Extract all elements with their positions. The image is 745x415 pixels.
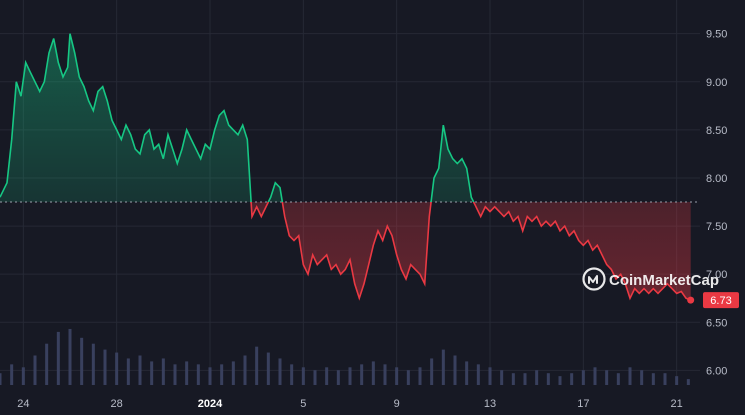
volume-bar	[266, 352, 270, 385]
volume-bar	[651, 373, 655, 385]
volume-bar	[605, 370, 609, 385]
volume-bar	[570, 373, 574, 385]
volume-bar	[511, 373, 515, 385]
volume-bar	[663, 373, 667, 385]
coinmarketcap-logo-icon	[582, 267, 606, 291]
volume-bar	[173, 364, 177, 385]
volume-bar	[115, 352, 119, 385]
x-tick-label: 9	[394, 398, 400, 410]
x-tick-label: 24	[17, 398, 29, 410]
volume-bar	[103, 349, 107, 385]
volume-bar	[91, 343, 95, 385]
volume-bar	[313, 370, 317, 385]
volume-bar	[395, 367, 399, 385]
volume-bar	[418, 367, 422, 385]
current-price-label: 6.73	[710, 295, 731, 307]
y-tick-label: 8.00	[706, 173, 727, 185]
volume-bar	[301, 367, 305, 385]
y-tick-label: 6.00	[706, 365, 727, 377]
volume-bar	[336, 370, 340, 385]
price-areas	[0, 33, 691, 301]
watermark-text: CoinMarketCap	[609, 272, 719, 289]
volume-bar	[161, 358, 165, 385]
volume-bar	[406, 370, 410, 385]
volume-bar	[220, 364, 224, 385]
volume-bar	[138, 355, 142, 385]
volume-bar	[640, 370, 644, 385]
volume-bar	[80, 337, 84, 385]
current-price-tag-background	[703, 292, 739, 309]
price-line-up	[0, 33, 475, 203]
area-below-baseline	[251, 202, 691, 301]
x-tick-label: 17	[577, 398, 589, 410]
volume-bar	[33, 355, 37, 385]
volume-bar	[500, 370, 504, 385]
y-tick-label: 7.00	[706, 269, 727, 281]
volume-bar	[150, 361, 154, 385]
watermark: CoinMarketCap	[582, 267, 719, 291]
volume-bar	[558, 376, 562, 385]
y-axis: 9.50 9.00 8.50 8.00 7.50 7.00 6.50 6.00	[706, 29, 727, 378]
volume-bar	[45, 343, 49, 385]
volume-bar	[476, 364, 480, 385]
x-axis: 24 28 2024 5 9 13 17 21	[17, 398, 683, 410]
volume-bar	[196, 364, 200, 385]
volume-bar	[348, 367, 352, 385]
volume-bar	[535, 370, 539, 385]
volume-bar	[430, 358, 434, 385]
volume-bar	[278, 358, 282, 385]
x-tick-label: 13	[484, 398, 496, 410]
volume-bar	[10, 364, 14, 385]
area-above-baseline	[0, 33, 691, 203]
x-tick-label: 28	[111, 398, 123, 410]
volume-bar	[325, 367, 329, 385]
price-lines	[0, 33, 692, 301]
volume-bars	[0, 328, 690, 385]
volume-bar	[523, 373, 527, 385]
volume-bar	[290, 364, 294, 385]
volume-bar	[371, 361, 375, 385]
volume-bar	[593, 367, 597, 385]
volume-bar	[255, 346, 259, 385]
volume-bar	[126, 358, 130, 385]
volume-bar	[383, 364, 387, 385]
volume-bar	[616, 373, 620, 385]
volume-bar	[185, 361, 189, 385]
y-tick-label: 9.00	[706, 77, 727, 89]
volume-bar	[360, 364, 364, 385]
volume-bar	[68, 328, 72, 385]
volume-bar	[231, 361, 235, 385]
volume-bar	[628, 367, 632, 385]
volume-bar	[546, 373, 550, 385]
price-line-down	[250, 202, 692, 301]
volume-bar	[488, 367, 492, 385]
volume-bar	[465, 361, 469, 385]
y-tick-label: 6.50	[706, 317, 727, 329]
current-price-tag: 6.73	[703, 292, 739, 309]
volume-bar	[675, 376, 679, 385]
x-tick-label: 2024	[198, 398, 223, 410]
x-tick-label: 5	[300, 398, 306, 410]
volume-bar	[581, 370, 585, 385]
y-tick-label: 8.50	[706, 125, 727, 137]
y-tick-label: 7.50	[706, 221, 727, 233]
volume-bar	[208, 367, 212, 385]
x-tick-label: 21	[671, 398, 683, 410]
volume-bar	[441, 349, 445, 385]
current-price-dot	[687, 296, 695, 304]
volume-bar	[21, 367, 25, 385]
volume-bar	[243, 355, 247, 385]
volume-bar	[686, 379, 690, 385]
volume-bar	[453, 355, 457, 385]
y-tick-label: 9.50	[706, 29, 727, 41]
volume-bar	[56, 331, 60, 385]
volume-bar	[0, 373, 2, 385]
